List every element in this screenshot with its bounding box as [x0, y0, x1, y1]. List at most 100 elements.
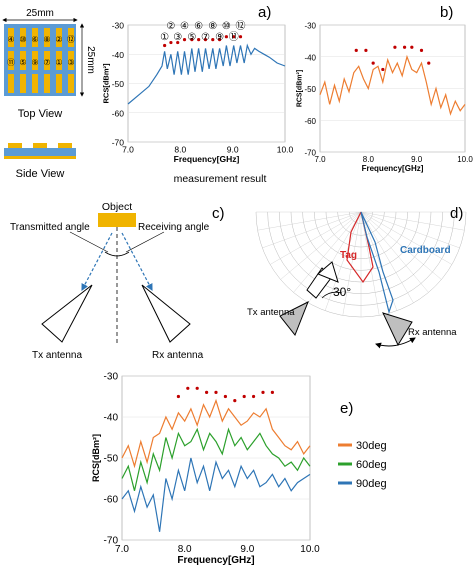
tx-antenna-label: Tx antenna — [32, 350, 82, 361]
measurement-caption: measurement result — [174, 173, 267, 185]
width-label: 25mm — [26, 8, 54, 19]
y-axis-label: RCS[dBm²] — [297, 70, 304, 107]
rx-antenna-label: Rx antenna — [152, 350, 204, 361]
resonator-bar — [32, 74, 38, 93]
x-tick-label: 10.0 — [277, 145, 294, 155]
y-tick-label: -70 — [304, 149, 316, 158]
y-tick-label: -30 — [112, 21, 125, 31]
panel-e-label: e) — [340, 400, 353, 417]
resonator-bar — [56, 74, 62, 93]
received-ray — [121, 232, 153, 292]
y-axis-label: RCS[dBm²] — [91, 434, 101, 482]
resonator-bar — [8, 74, 14, 93]
polar-spoke — [360, 211, 442, 280]
polar-spoke — [360, 211, 465, 231]
resonator-bar — [20, 28, 26, 47]
substrate — [4, 24, 76, 96]
series-line-60deg — [121, 427, 311, 491]
tx-antenna-d — [279, 300, 309, 336]
peak-marker — [197, 38, 201, 42]
receiving-angle-label: Receiving angle — [138, 222, 210, 233]
tag-label: Tag — [340, 250, 357, 261]
x-tick-label: 9.0 — [240, 544, 254, 555]
peak-marker — [163, 43, 167, 48]
peak-marker — [354, 48, 358, 53]
side-metal-1 — [8, 143, 22, 148]
resonator-bar — [56, 28, 62, 47]
polar-spoke — [280, 211, 362, 280]
side-ground — [4, 156, 76, 159]
peak-marker — [419, 48, 424, 53]
tx-antenna-label-d: Tx antenna — [247, 307, 295, 318]
resonator-number: ⑧ — [43, 35, 50, 44]
rx-antenna-shape — [141, 284, 191, 343]
peak-marker — [252, 394, 256, 399]
side-view-label: Side View — [16, 168, 65, 180]
resonator-bar — [32, 28, 38, 47]
chart-b: -30 -40 -50 -60 -707.0 8.0 9.0 10.0 Frequency[GH… — [297, 22, 474, 174]
x-tick-label: 9.0 — [411, 155, 423, 164]
y-tick-label: -50 — [104, 454, 119, 465]
peak-number: ③ — [173, 32, 182, 43]
resonator-grid: ④ ⑩ ⑥ ⑧ ② ⑫ ⑪ ⑤ ⑨ ⑦ ① ③ — [7, 28, 75, 93]
peak-number: ④ — [180, 21, 189, 32]
resonator-bar — [68, 51, 74, 70]
series-line — [319, 54, 466, 116]
peak-marker — [205, 390, 209, 394]
y-tick-label: -40 — [112, 50, 125, 60]
peak-number: ⑫ — [236, 20, 246, 32]
top-view-label: Top View — [18, 108, 62, 120]
peak-marker — [176, 40, 180, 45]
peak-marker — [393, 45, 397, 49]
peak-marker — [402, 45, 407, 49]
y-tick-label: -60 — [112, 108, 125, 118]
tx-antenna-shape — [41, 284, 93, 343]
peak-marker — [410, 45, 414, 49]
resonator-bar — [8, 28, 14, 47]
height-label: 25mm — [85, 46, 96, 74]
x-tick-label: 8.0 — [174, 145, 186, 155]
peak-marker — [270, 390, 274, 394]
x-tick-label: 7.0 — [122, 145, 134, 155]
peak-marker — [381, 67, 385, 72]
resonator-bar — [44, 28, 50, 47]
peak-marker — [223, 394, 227, 399]
resonator-bar — [8, 51, 14, 70]
legend-label: 90deg — [356, 478, 387, 490]
x-axis-label: Frequency[GHz] — [177, 555, 254, 566]
polar-spoke — [360, 211, 429, 293]
rotation-arrow — [375, 337, 416, 349]
polar-spoke — [324, 211, 362, 311]
receiving-leader — [125, 231, 165, 253]
y-tick-label: -50 — [112, 79, 125, 89]
peak-marker — [427, 61, 431, 65]
series-line — [127, 43, 286, 105]
resonator-number: ① — [55, 58, 62, 67]
y-tick-label: -40 — [104, 413, 119, 424]
resonator-number: ④ — [7, 35, 14, 44]
transmitted-ray — [81, 232, 113, 292]
chart-e: -30 -40 -50 -60 -707.0 8.0 9.0 10.0 Frequency[GH… — [91, 372, 320, 567]
polar-spoke — [360, 211, 453, 265]
panel-d-label: d) — [450, 205, 463, 222]
cardboard-label: Cardboard — [400, 245, 451, 256]
peak-number: ⑤ — [187, 32, 196, 43]
peak-marker — [169, 40, 173, 45]
transmitted-leader — [69, 231, 109, 253]
peak-marker — [190, 38, 194, 42]
incidence-arrowhead — [317, 261, 339, 283]
legend: 30deg 60deg 90deg — [338, 440, 387, 490]
peak-marker — [186, 386, 190, 390]
angle-arc — [104, 251, 130, 257]
peak-marker — [261, 390, 265, 394]
resonator-bar — [32, 51, 38, 70]
angle-arc-d — [321, 291, 343, 299]
peak-number: ⑪ — [229, 31, 239, 43]
object-label: Object — [102, 201, 132, 213]
peak-number: ⑧ — [208, 21, 217, 32]
peak-marker — [364, 48, 368, 53]
peak-marker — [238, 35, 243, 39]
peak-marker — [224, 35, 228, 39]
